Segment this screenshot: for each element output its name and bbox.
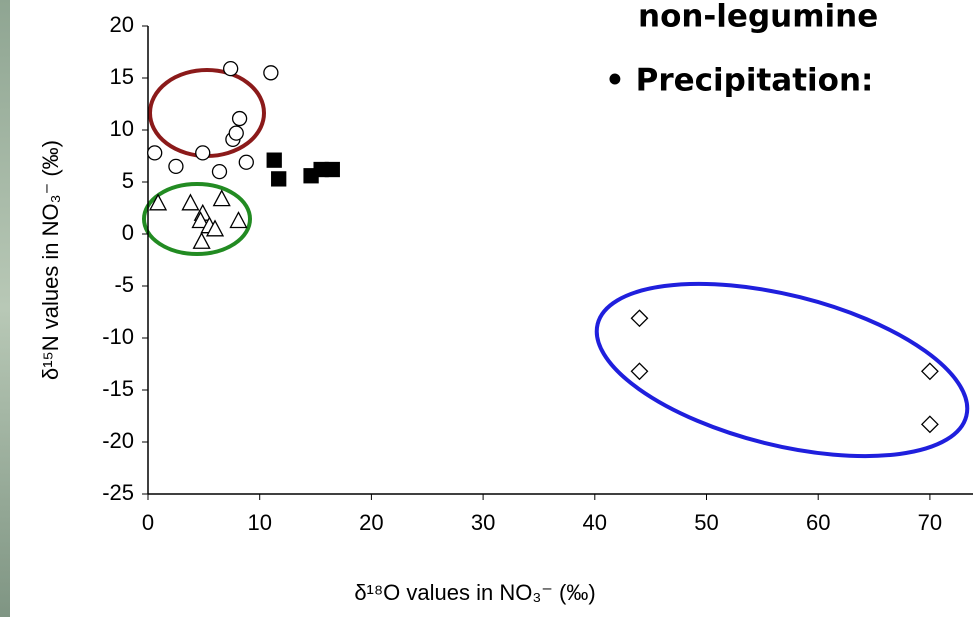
annotation: non-legumine <box>638 0 878 35</box>
background-strip <box>0 0 10 617</box>
y-axis-label: δ¹⁵N values in NO₃⁻ (‰) <box>38 140 63 380</box>
y-tick-label: 20 <box>110 12 134 37</box>
annotation: • Precipitation: <box>605 63 873 99</box>
x-tick-label: 50 <box>694 510 718 535</box>
x-tick-label: 10 <box>247 510 271 535</box>
cluster-ellipse <box>150 70 264 156</box>
point <box>233 112 247 126</box>
y-tick-label: -5 <box>114 272 134 297</box>
point <box>169 159 183 173</box>
y-tick-label: 15 <box>110 64 134 89</box>
x-tick-label: 0 <box>142 510 154 535</box>
x-tick-label: 20 <box>359 510 383 535</box>
point <box>239 155 253 169</box>
chart: non-legumine • Precipitation: δ¹⁸O value… <box>0 0 973 617</box>
point <box>196 146 210 160</box>
point <box>212 165 226 179</box>
point <box>922 416 938 432</box>
point <box>631 363 647 379</box>
y-tick-label: 10 <box>110 116 134 141</box>
y-tick-label: -15 <box>102 376 134 401</box>
page: {"chart_data": {"type": "scatter", "xlab… <box>0 0 973 617</box>
point <box>631 310 647 326</box>
point <box>264 66 278 80</box>
x-tick-label: 40 <box>583 510 607 535</box>
x-tick-label: 70 <box>918 510 942 535</box>
y-tick-label: 0 <box>122 220 134 245</box>
point <box>148 146 162 160</box>
point <box>214 191 230 206</box>
point <box>182 195 198 210</box>
x-axis-label: δ¹⁸O values in NO₃⁻ (‰) <box>354 580 595 605</box>
y-tick-label: -20 <box>102 428 134 453</box>
point <box>224 62 238 76</box>
point <box>230 212 246 227</box>
y-tick-label: -10 <box>102 324 134 349</box>
point <box>267 153 281 167</box>
y-tick-label: 5 <box>122 168 134 193</box>
y-tick-label: -25 <box>102 480 134 505</box>
x-tick-label: 30 <box>471 510 495 535</box>
point <box>922 363 938 379</box>
point <box>229 126 243 140</box>
point <box>325 163 339 177</box>
x-tick-label: 60 <box>806 510 830 535</box>
point <box>272 172 286 186</box>
